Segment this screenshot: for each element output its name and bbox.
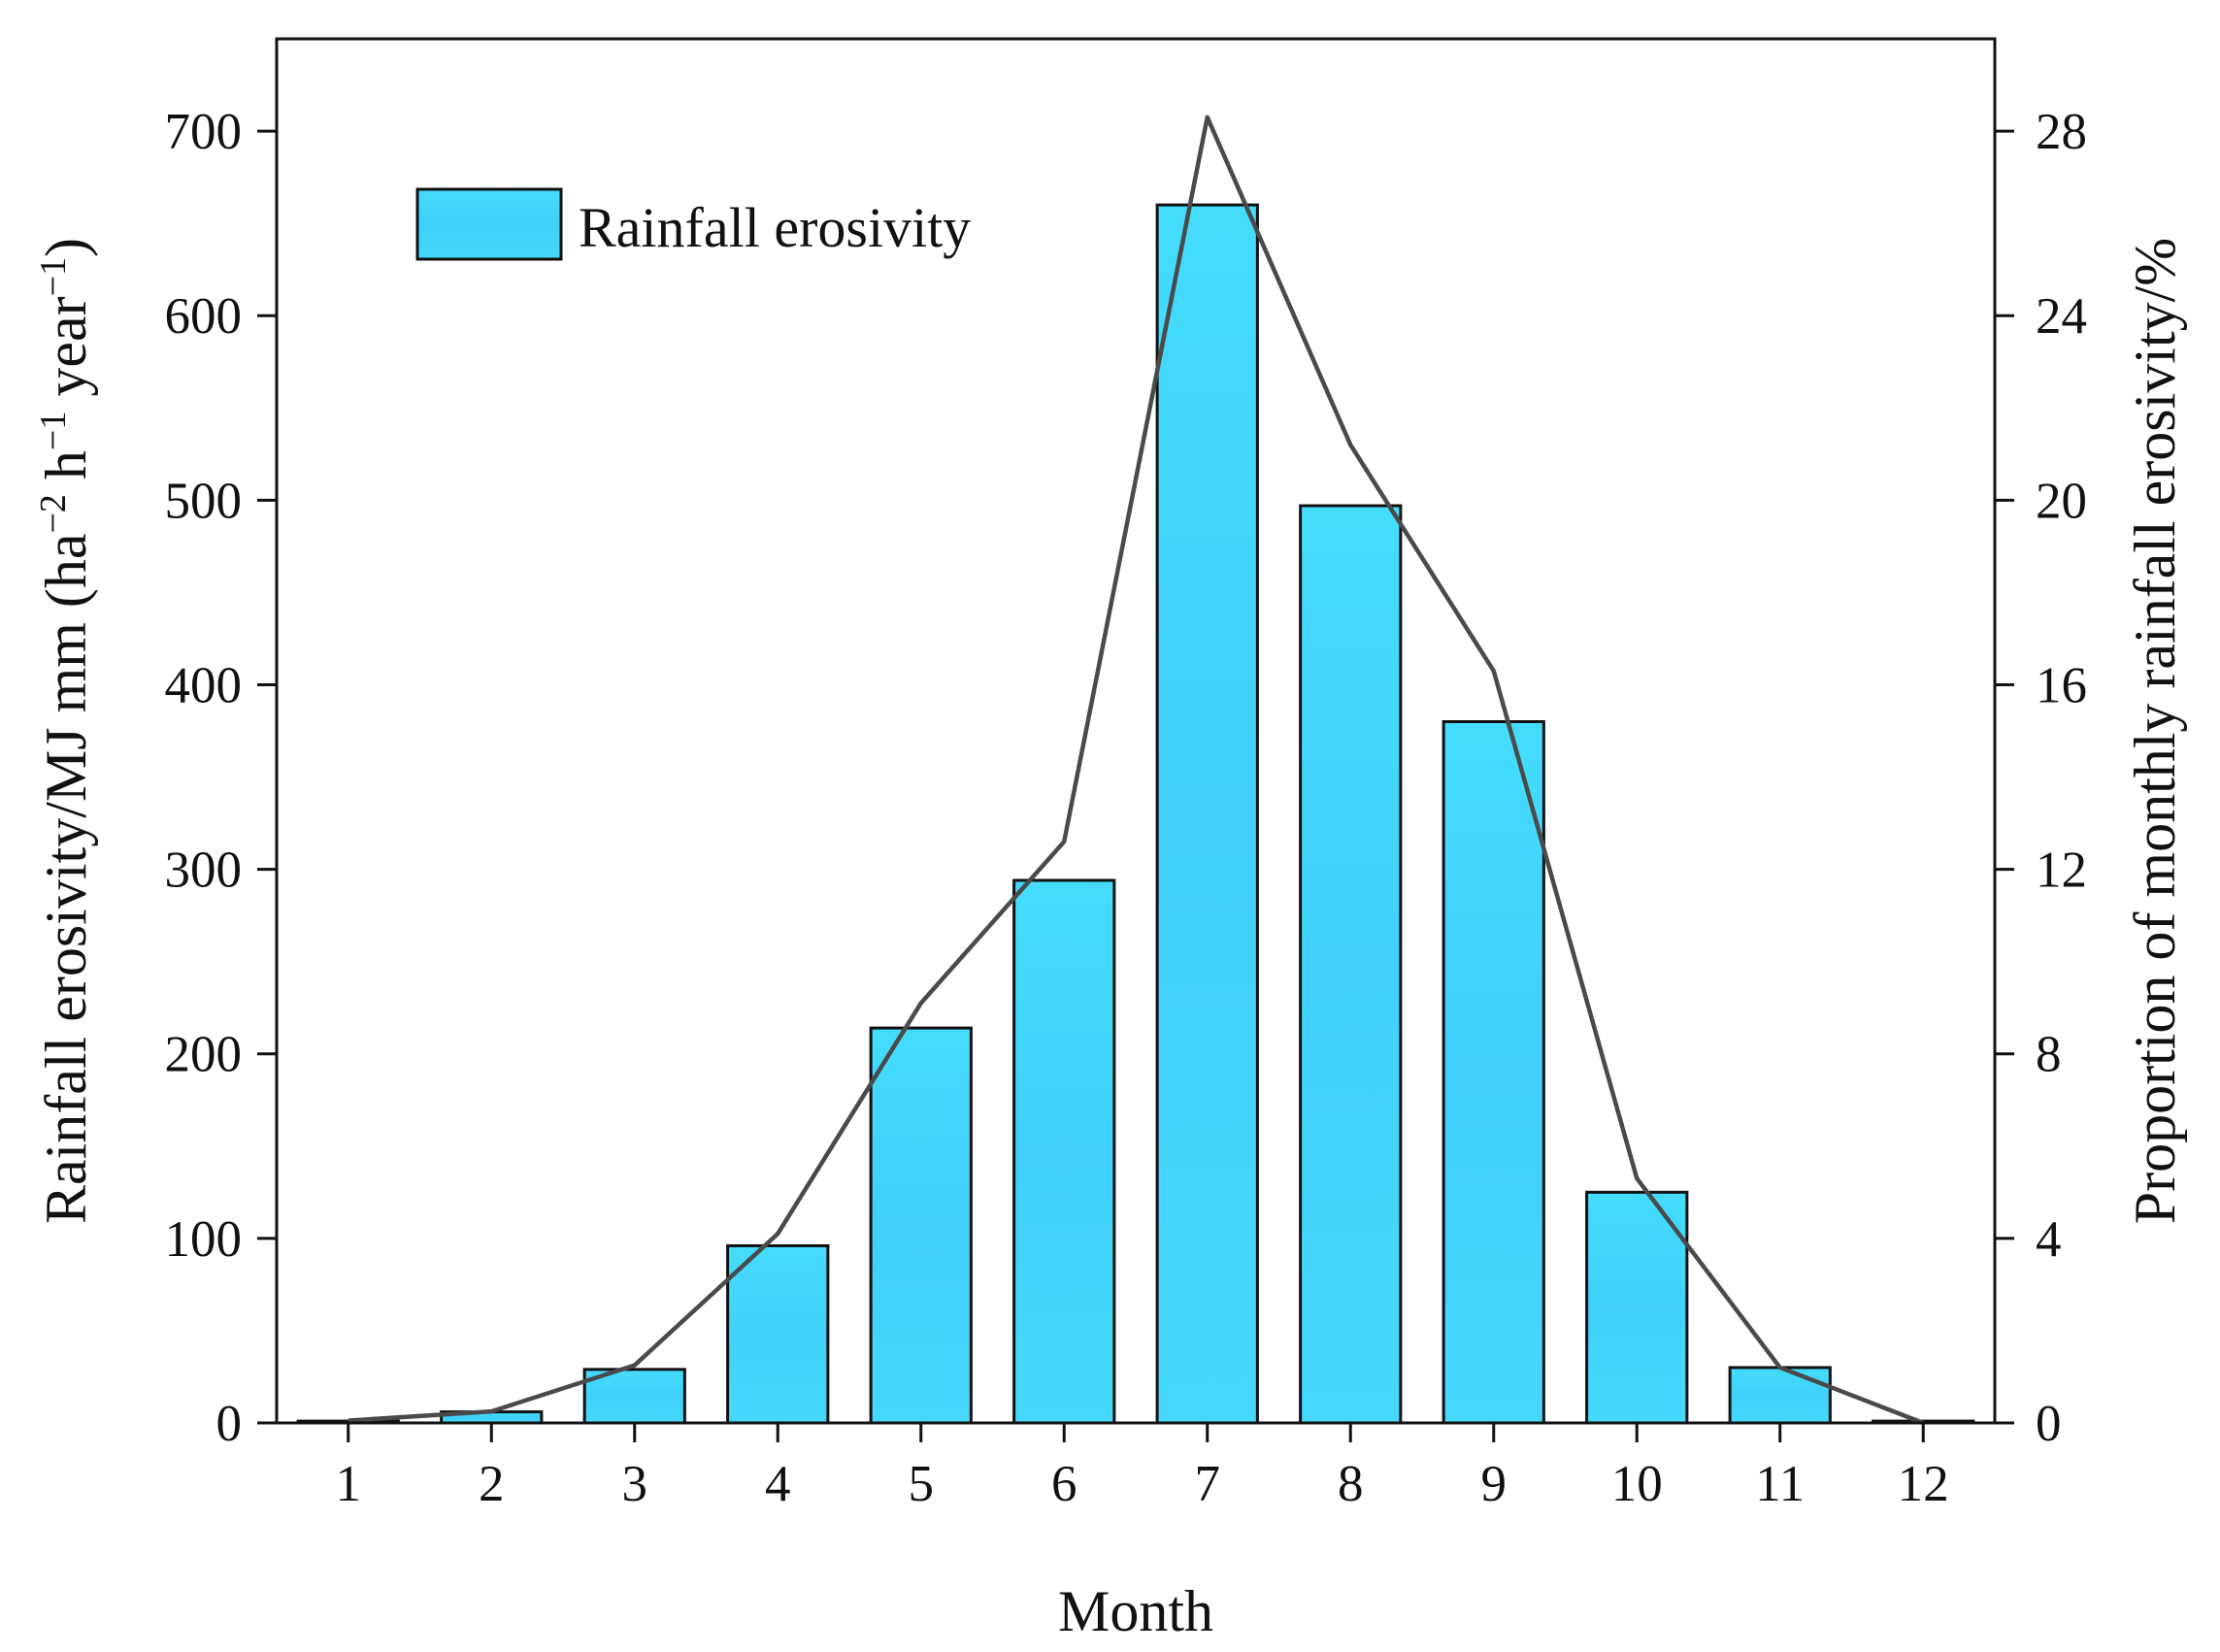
left-tick-label: 200: [165, 1027, 243, 1083]
bar-month-7: [1155, 203, 1259, 1425]
right-tick-label: 20: [2036, 473, 2087, 529]
bar-month-6: [1012, 878, 1116, 1425]
bar-month-9: [1441, 719, 1545, 1425]
x-tick-label: 12: [1898, 1456, 1949, 1512]
bar-month-5: [869, 1026, 973, 1425]
bar-month-8: [1299, 504, 1403, 1425]
x-axis-title: Month: [1058, 1579, 1213, 1643]
legend-swatch: [415, 187, 563, 261]
right-tick-label: 16: [2036, 657, 2087, 713]
left-tick-label: 400: [165, 657, 243, 713]
left-axis-ticks: 0 100 200 300 400 500 600 700: [165, 104, 277, 1452]
left-tick-label: 500: [165, 473, 243, 529]
x-tick-label: 9: [1481, 1456, 1508, 1512]
right-tick-label: 28: [2036, 104, 2087, 160]
bar-month-4: [726, 1243, 830, 1425]
right-tick-label: 8: [2036, 1027, 2062, 1083]
x-axis-ticks: 1 2 3 4 5 6 7 8 9 10 11 12: [336, 1423, 1949, 1512]
legend: Rainfall erosivity: [415, 187, 971, 261]
left-tick-label: 600: [165, 288, 243, 345]
x-tick-label: 4: [765, 1456, 791, 1512]
plot-frame: [275, 37, 1997, 1425]
x-tick-label: 8: [1338, 1456, 1364, 1512]
right-axis-ticks: 0 4 8 12 16 20 24 28: [1995, 104, 2087, 1452]
y2-axis-title: Proportion of monthly rainfall erosivity…: [2123, 238, 2187, 1225]
left-tick-label: 300: [165, 843, 243, 899]
x-tick-label: 11: [1755, 1456, 1805, 1512]
bars-layer: [296, 203, 1975, 1425]
x-tick-label: 1: [336, 1456, 362, 1512]
x-tick-label: 7: [1195, 1456, 1221, 1512]
x-tick-label: 5: [909, 1456, 935, 1512]
left-tick-label: 700: [165, 104, 243, 160]
right-tick-label: 24: [2036, 288, 2087, 345]
x-tick-label: 10: [1611, 1456, 1663, 1512]
bar-month-10: [1585, 1190, 1689, 1425]
left-tick-label: 100: [165, 1211, 243, 1268]
right-tick-label: 0: [2036, 1396, 2062, 1452]
left-tick-label: 0: [216, 1396, 243, 1452]
bar-month-11: [1728, 1366, 1832, 1425]
y-axis-title: Rainfall erosivity/MJ mm (ha−2 h−1 year−…: [33, 238, 98, 1224]
right-tick-label: 4: [2036, 1211, 2062, 1268]
proportion-line: [348, 115, 1925, 1426]
line-layer: [348, 115, 1925, 1426]
x-tick-label: 2: [479, 1456, 505, 1512]
bar-month-3: [582, 1368, 686, 1425]
x-tick-label: 6: [1051, 1456, 1077, 1512]
legend-label: Rainfall erosivity: [579, 196, 971, 259]
x-tick-label: 3: [622, 1456, 648, 1512]
right-tick-label: 12: [2036, 843, 2087, 899]
